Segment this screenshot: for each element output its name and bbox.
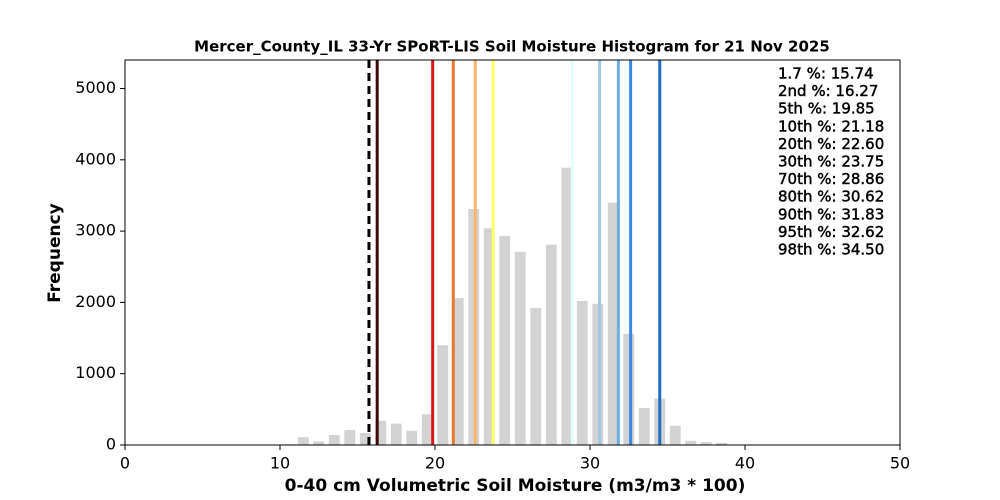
y-tick-label: 4000 [75, 149, 116, 168]
legend-entry: 10th %: 21.18 [778, 117, 884, 135]
legend-entry: 70th %: 28.86 [778, 170, 884, 188]
x-tick-label: 0 [120, 454, 130, 473]
bar [607, 202, 619, 445]
legend-entry: 80th %: 30.62 [778, 188, 884, 206]
y-tick-label: 5000 [75, 78, 116, 97]
y-tick-label: 0 [106, 435, 116, 454]
chart-title: Mercer_County_IL 33-Yr SPoRT-LIS Soil Mo… [194, 38, 830, 56]
y-axis-label: Frequency [45, 203, 65, 303]
legend-entry: 1.7 %: 15.74 [778, 65, 874, 83]
legend-entry: 90th %: 31.83 [778, 205, 884, 223]
y-tick-label: 3000 [75, 221, 116, 240]
legend-entry: 30th %: 23.75 [778, 153, 884, 171]
bar [344, 430, 356, 445]
x-tick-label: 40 [735, 454, 755, 473]
bar [545, 244, 557, 445]
bar [576, 300, 588, 445]
bar [483, 228, 495, 445]
bar [700, 442, 712, 445]
bar [530, 308, 542, 445]
bar [716, 442, 728, 445]
bar [561, 167, 573, 445]
bar [685, 440, 697, 445]
bar [297, 437, 309, 445]
bar [499, 236, 511, 445]
x-tick-label: 50 [890, 454, 910, 473]
bar [452, 298, 464, 445]
bar [592, 303, 604, 445]
bar [359, 432, 371, 445]
x-axis-label: 0-40 cm Volumetric Soil Moisture (m3/m3 … [285, 476, 746, 496]
plot-frame [124, 59, 901, 446]
x-tick-label: 10 [270, 454, 290, 473]
legend-entry: 2nd %: 16.27 [778, 82, 878, 100]
x-tick-label: 20 [425, 454, 445, 473]
bar [390, 423, 402, 445]
y-tick-label: 1000 [75, 363, 116, 382]
legend-entry: 95th %: 32.62 [778, 223, 884, 241]
x-tick-label: 30 [580, 454, 600, 473]
y-tick-label: 2000 [75, 292, 116, 311]
bar [468, 209, 480, 445]
bar [313, 441, 325, 445]
bar [421, 414, 433, 445]
legend-entry: 5th %: 19.85 [778, 100, 875, 118]
bar [669, 425, 681, 445]
bar [623, 333, 635, 445]
bar [406, 430, 418, 445]
bar [375, 420, 387, 445]
bar [638, 407, 650, 445]
bar [328, 435, 340, 445]
bar [514, 251, 526, 445]
legend-entry: 20th %: 22.60 [778, 135, 884, 153]
legend-entry: 98th %: 34.50 [778, 241, 884, 259]
bar [437, 345, 449, 445]
